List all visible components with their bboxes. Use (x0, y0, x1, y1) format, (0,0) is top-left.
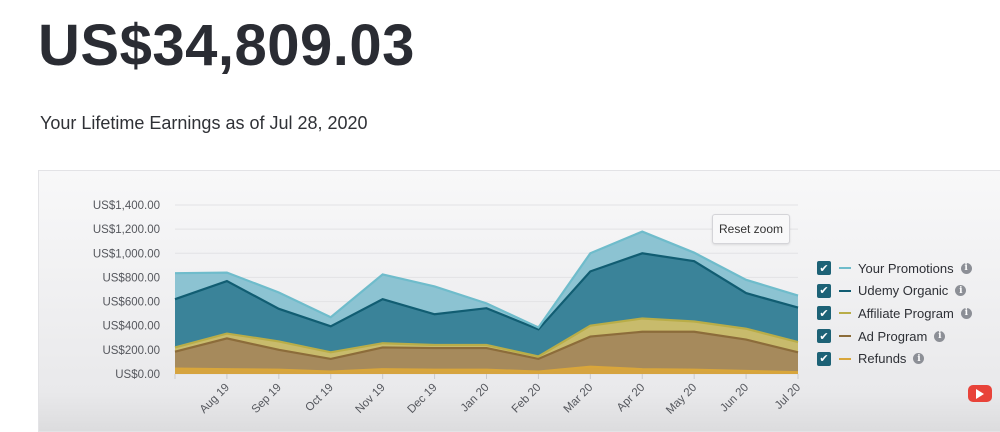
x-tick-label: Feb 20 (510, 382, 544, 416)
legend-label: Affiliate Program (858, 306, 954, 321)
x-tick-label: Jan 20 (459, 382, 492, 415)
info-icon[interactable]: i (961, 263, 972, 274)
check-icon[interactable]: ✔ (817, 352, 831, 366)
legend-item-affiliate-program[interactable]: ✔ Affiliate Program i (817, 302, 972, 325)
check-icon[interactable]: ✔ (817, 306, 831, 320)
legend-item-ad-program[interactable]: ✔ Ad Program i (817, 325, 972, 348)
x-tick-label: Dec 19 (405, 382, 439, 416)
info-icon[interactable]: i (955, 285, 966, 296)
y-tick-label: US$0.00 (115, 369, 160, 381)
legend-swatch (839, 335, 851, 337)
legend-item-your-promotions[interactable]: ✔ Your Promotions i (817, 257, 972, 280)
legend-swatch (839, 358, 851, 360)
x-tick-label: May 20 (664, 382, 699, 417)
legend-item-udemy-organic[interactable]: ✔ Udemy Organic i (817, 280, 972, 303)
info-icon[interactable]: i (934, 331, 945, 342)
y-tick-label: US$1,200.00 (93, 224, 160, 236)
check-icon[interactable]: ✔ (817, 284, 831, 298)
x-tick-label: Aug 19 (198, 382, 232, 416)
legend-swatch (839, 290, 851, 292)
youtube-play-icon[interactable] (968, 385, 992, 402)
legend-label: Ad Program (858, 329, 927, 344)
legend-label: Udemy Organic (858, 283, 948, 298)
legend-label: Your Promotions (858, 261, 954, 276)
x-tick-label: Mar 20 (562, 382, 596, 416)
legend-swatch (839, 267, 851, 269)
legend-label: Refunds (858, 351, 906, 366)
info-icon[interactable]: i (961, 308, 972, 319)
x-tick-label: Jul 20 (773, 382, 803, 412)
y-tick-label: US$800.00 (102, 272, 160, 284)
y-tick-label: US$600.00 (102, 297, 160, 309)
y-tick-label: US$400.00 (102, 321, 160, 333)
x-tick-label: Oct 19 (303, 382, 335, 414)
x-tick-label: Sep 19 (250, 382, 284, 416)
info-icon[interactable]: i (913, 353, 924, 364)
legend-item-refunds[interactable]: ✔ Refunds i (817, 347, 972, 370)
reset-zoom-button[interactable]: Reset zoom (712, 214, 790, 244)
x-tick-label: Apr 20 (615, 382, 647, 414)
check-icon[interactable]: ✔ (817, 329, 831, 343)
y-tick-label: US$1,000.00 (93, 248, 160, 260)
legend-swatch (839, 312, 851, 314)
x-tick-label: Nov 19 (354, 382, 388, 416)
x-tick-label: Jun 20 (718, 382, 751, 415)
check-icon[interactable]: ✔ (817, 261, 831, 275)
y-tick-label: US$1,400.00 (93, 200, 160, 212)
y-tick-label: US$200.00 (102, 345, 160, 357)
chart-legend: ✔ Your Promotions i ✔ Udemy Organic i ✔ … (817, 257, 972, 370)
